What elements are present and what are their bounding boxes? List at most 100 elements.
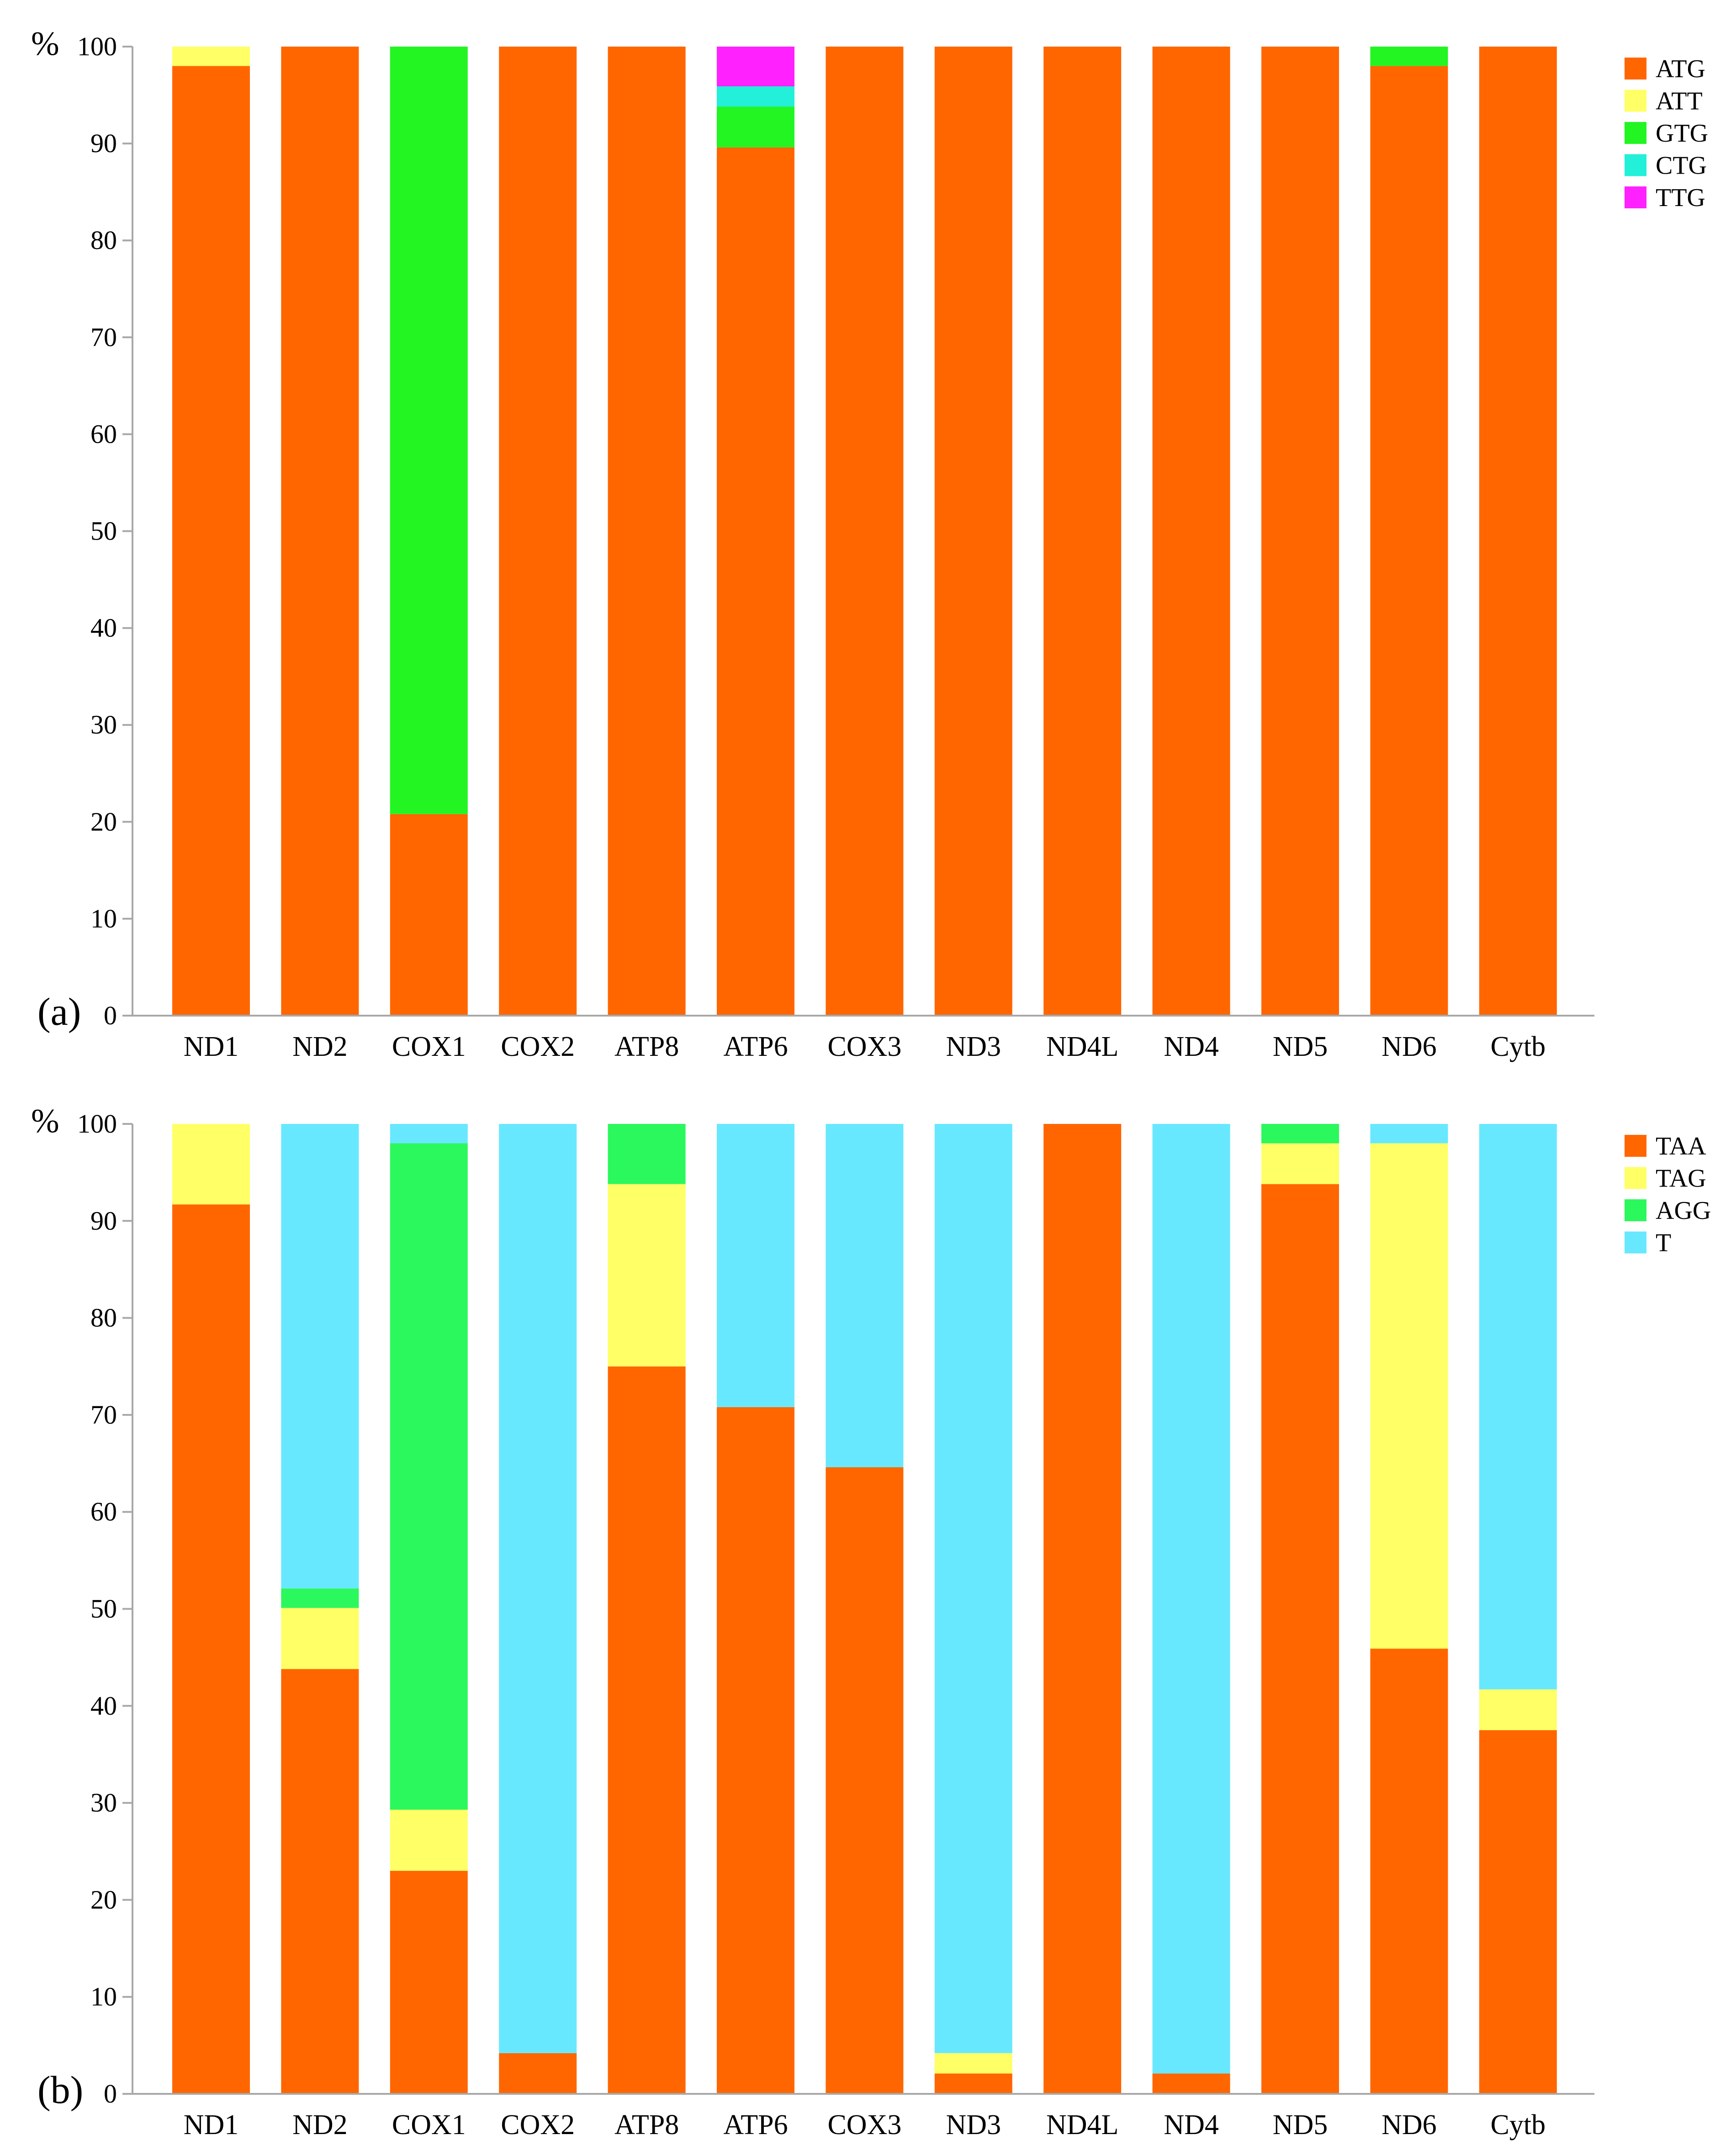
y-tick-label: 100 [77, 32, 117, 61]
legend-swatch-taa [1625, 1135, 1646, 1157]
bar-nd6-tag [1370, 1143, 1448, 1649]
bar-cox1-agg [390, 1143, 468, 1810]
bar-cytb-tag [1479, 1689, 1557, 1730]
bar-atp8-tag [608, 1184, 686, 1367]
y-tick-label: 40 [90, 613, 117, 643]
bar-nd3-t [934, 1124, 1012, 2053]
y-tick-label: 20 [90, 807, 117, 837]
bar-cox1-taa [390, 1870, 468, 2094]
legend-swatch-gtg [1625, 122, 1646, 144]
bar-nd5-agg [1261, 1124, 1339, 1144]
x-tick-label: ND3 [946, 2109, 1001, 2140]
y-unit-label: % [31, 25, 59, 63]
bar-atp8-taa [608, 1366, 686, 2094]
bar-cox2-atg [499, 47, 577, 1016]
chart-panel-b: ND1 ND2 COX1 COX2 ATP8 ATP6 COX3 ND3 ND4L ND4 ND5 N… [31, 1102, 1711, 2140]
legend-label-taa: TAA [1656, 1132, 1706, 1160]
y-tick-label: 80 [90, 225, 117, 255]
bar-nd3-taa [934, 2073, 1012, 2094]
y-tick-label: 10 [90, 1982, 117, 2012]
x-tick-label: COX1 [392, 1031, 466, 1062]
panel-label: (a) [37, 990, 81, 1033]
x-tick-label: COX2 [501, 2109, 575, 2140]
bar-nd4-taa [1152, 2073, 1230, 2094]
x-tick-label: ND2 [292, 1031, 348, 1062]
x-tick-label: ND5 [1273, 1031, 1328, 1062]
bar-nd4-atg [1152, 47, 1230, 1016]
bar-cytb-t [1479, 1124, 1557, 1690]
chart-panel-a: ND1 ND2 COX1 COX2 ATP8 ATP6 COX3 ND3 ND4L ND4 ND5 N… [31, 25, 1708, 1062]
x-tick-label: ND2 [292, 2109, 348, 2140]
x-tick-label: ND4L [1046, 1031, 1118, 1062]
bar-cox2-taa [499, 2053, 577, 2094]
y-tick-label: 70 [90, 1400, 117, 1430]
x-tick-label: COX1 [392, 2109, 466, 2140]
legend-swatch-tag [1625, 1167, 1646, 1189]
bar-cox1-tag [390, 1810, 468, 1871]
x-tick-label: ND5 [1273, 2109, 1328, 2140]
y-tick-label: 20 [90, 1885, 117, 1914]
x-tick-label: ATP6 [723, 2109, 788, 2140]
y-tick-label: 30 [90, 1788, 117, 1817]
y-tick-label: 50 [90, 516, 117, 546]
bar-nd2-tag [281, 1608, 359, 1669]
legend-label-ttg: TTG [1656, 184, 1705, 212]
legend-label-gtg: GTG [1656, 119, 1708, 148]
y-tick-label: 10 [90, 904, 117, 933]
bar-nd1-tag [172, 1124, 250, 1205]
x-tick-label: ND4 [1164, 1031, 1219, 1062]
bar-cox1-t [390, 1124, 468, 1144]
x-tick-label: Cytb [1491, 1031, 1546, 1062]
y-tick-label: 40 [90, 1691, 117, 1721]
y-tick-label: 50 [90, 1594, 117, 1624]
bar-nd4l-taa [1043, 1124, 1122, 2094]
y-tick-label: 0 [104, 1001, 117, 1030]
x-tick-label: COX2 [501, 1031, 575, 1062]
legend-label-agg: AGG [1656, 1197, 1711, 1225]
bar-nd6-taa [1370, 1648, 1448, 2094]
bar-atp6-t [717, 1124, 794, 1407]
legend-label-t: T [1656, 1229, 1671, 1257]
y-tick-label: 70 [90, 322, 117, 352]
x-tick-label: ATP8 [614, 2109, 679, 2140]
bar-atp6-ttg [717, 47, 794, 86]
bar-nd2-taa [281, 1669, 359, 2094]
bar-nd5-tag [1261, 1143, 1339, 1184]
bar-nd6-atg [1370, 66, 1448, 1016]
bar-cox1-gtg [390, 47, 468, 814]
x-tick-label: ND6 [1382, 2109, 1437, 2140]
bar-nd3-atg [934, 47, 1012, 1016]
bar-cox3-atg [826, 47, 904, 1016]
bar-nd6-t [1370, 1124, 1448, 1144]
x-tick-label: ATP6 [723, 1031, 788, 1062]
bar-nd3-tag [934, 2053, 1012, 2074]
bar-nd2-t [281, 1124, 359, 1589]
legend-label-att: ATT [1656, 87, 1703, 116]
bar-cox3-t [826, 1124, 904, 1467]
bar-cytb-taa [1479, 1730, 1557, 2094]
bar-atp6-atg [717, 147, 794, 1016]
legend-label-atg: ATG [1656, 55, 1705, 83]
bar-nd1-atg [172, 66, 250, 1016]
panel-label: (b) [37, 2068, 83, 2112]
legend-swatch-att [1625, 90, 1646, 112]
legend-swatch-ctg [1625, 154, 1646, 176]
bar-atp6-ctg [717, 86, 794, 107]
x-tick-label: ND1 [184, 2109, 239, 2140]
legend-swatch-ttg [1625, 186, 1646, 208]
bar-nd5-taa [1261, 1184, 1339, 2094]
y-tick-label: 60 [90, 1497, 117, 1526]
bar-cytb-atg [1479, 47, 1557, 1016]
bar-cox3-taa [826, 1467, 904, 2094]
y-tick-label: 90 [90, 1206, 117, 1235]
bar-cox1-atg [390, 814, 468, 1016]
x-tick-label: ND3 [946, 1031, 1001, 1062]
legend-swatch-agg [1625, 1199, 1646, 1221]
bar-nd5-atg [1261, 47, 1339, 1016]
x-tick-label: ND6 [1382, 1031, 1437, 1062]
legend-swatch-atg [1625, 58, 1646, 79]
x-tick-label: ATP8 [614, 1031, 679, 1062]
bar-atp6-gtg [717, 106, 794, 148]
bar-atp8-agg [608, 1124, 686, 1184]
